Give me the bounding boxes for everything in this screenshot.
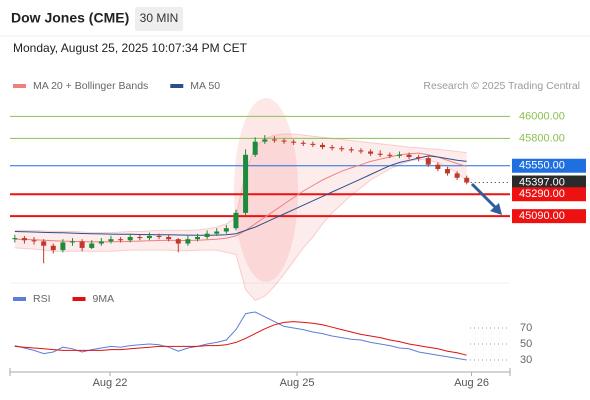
candle-body (368, 151, 374, 154)
candle-body (425, 158, 431, 165)
legend-swatch (13, 84, 26, 88)
candle-body (31, 240, 37, 242)
candle-body (281, 140, 287, 142)
timeframe-label[interactable]: 30 MIN (140, 11, 179, 25)
candle-body (175, 239, 181, 244)
bollinger-band (14, 134, 467, 301)
candle-body (464, 177, 470, 183)
level-label: 45290.00 (519, 188, 565, 200)
candle-body (406, 154, 412, 157)
forecast-arrowhead (490, 203, 502, 215)
ma-line (14, 155, 467, 236)
level-label-box (512, 158, 586, 173)
forecast-arrow (470, 182, 498, 210)
candle-body (12, 238, 18, 240)
level-label: 45397.00 (519, 176, 565, 188)
instrument-title: Dow Jones (CME) (11, 10, 129, 26)
level-label-box (512, 209, 586, 224)
candle-body (348, 149, 354, 151)
candle-body (156, 235, 162, 237)
candle-body (416, 156, 422, 159)
y-tick-label: 50 (520, 338, 532, 350)
y-tick-label: 30 (520, 354, 532, 366)
candle-body (60, 242, 66, 251)
candle-body (300, 142, 306, 144)
candle-body (291, 141, 297, 143)
candle-body (262, 139, 268, 142)
candle-body (70, 241, 75, 243)
legend-swatch (170, 84, 184, 88)
credit: Research © 2025 Trading Central (423, 80, 580, 92)
candle-body (387, 154, 393, 156)
candle-body (339, 148, 345, 150)
y-tick-label: 70 (520, 322, 532, 334)
candle-body (204, 233, 210, 237)
candle-body (396, 154, 402, 156)
candle-body (445, 169, 450, 174)
candle-body (310, 143, 316, 145)
rsi-line (14, 321, 467, 356)
ma-line (14, 152, 467, 243)
legend-label: RSI (33, 293, 51, 305)
legend-label: 9MA (93, 293, 115, 305)
candle-body (21, 238, 27, 241)
candle-body (108, 239, 114, 242)
candle-body (146, 235, 152, 239)
candle-body (127, 236, 133, 241)
candle-body (41, 241, 47, 246)
candle-body (223, 228, 229, 232)
candle-body (320, 144, 325, 148)
level-label: 45800.00 (519, 132, 565, 144)
candle-body (377, 153, 383, 155)
legend-label: MA 20 + Bollinger Bands (33, 80, 148, 92)
candle-body (435, 164, 441, 170)
candle-body (233, 212, 239, 229)
x-tick-label: Aug 26 (454, 377, 489, 389)
level-label: 45550.00 (519, 160, 565, 172)
level-label: 46000.00 (519, 110, 565, 122)
candle-body (195, 236, 200, 240)
candle-body (214, 231, 220, 234)
legend-label: MA 50 (190, 80, 220, 92)
candle-body (243, 154, 249, 213)
bollinger-lower (14, 158, 467, 302)
candle-body (89, 243, 95, 248)
level-label: 45090.00 (519, 210, 565, 222)
datetime: Monday, August 25, 2025 10:07:34 PM CET (13, 41, 248, 55)
candle-body (329, 147, 335, 149)
candle-body (185, 239, 191, 244)
candle-body (271, 139, 277, 141)
level-label-box (512, 175, 586, 190)
candle-body (358, 150, 364, 152)
candle-body (50, 245, 56, 251)
candle-body (252, 141, 258, 155)
level-label-box (512, 187, 586, 202)
candle-body (137, 236, 143, 239)
candle-body (98, 241, 104, 244)
x-tick-label: Aug 25 (280, 377, 315, 389)
candle-body (166, 236, 172, 240)
x-tick-label: Aug 22 (93, 377, 128, 389)
candle-body (118, 239, 124, 241)
candle-body (454, 173, 460, 178)
legend-swatch (72, 297, 86, 301)
legend-swatch (13, 297, 26, 301)
timeframe-button[interactable] (135, 7, 183, 31)
candle-body (79, 241, 85, 248)
volatility-glow (234, 98, 298, 282)
